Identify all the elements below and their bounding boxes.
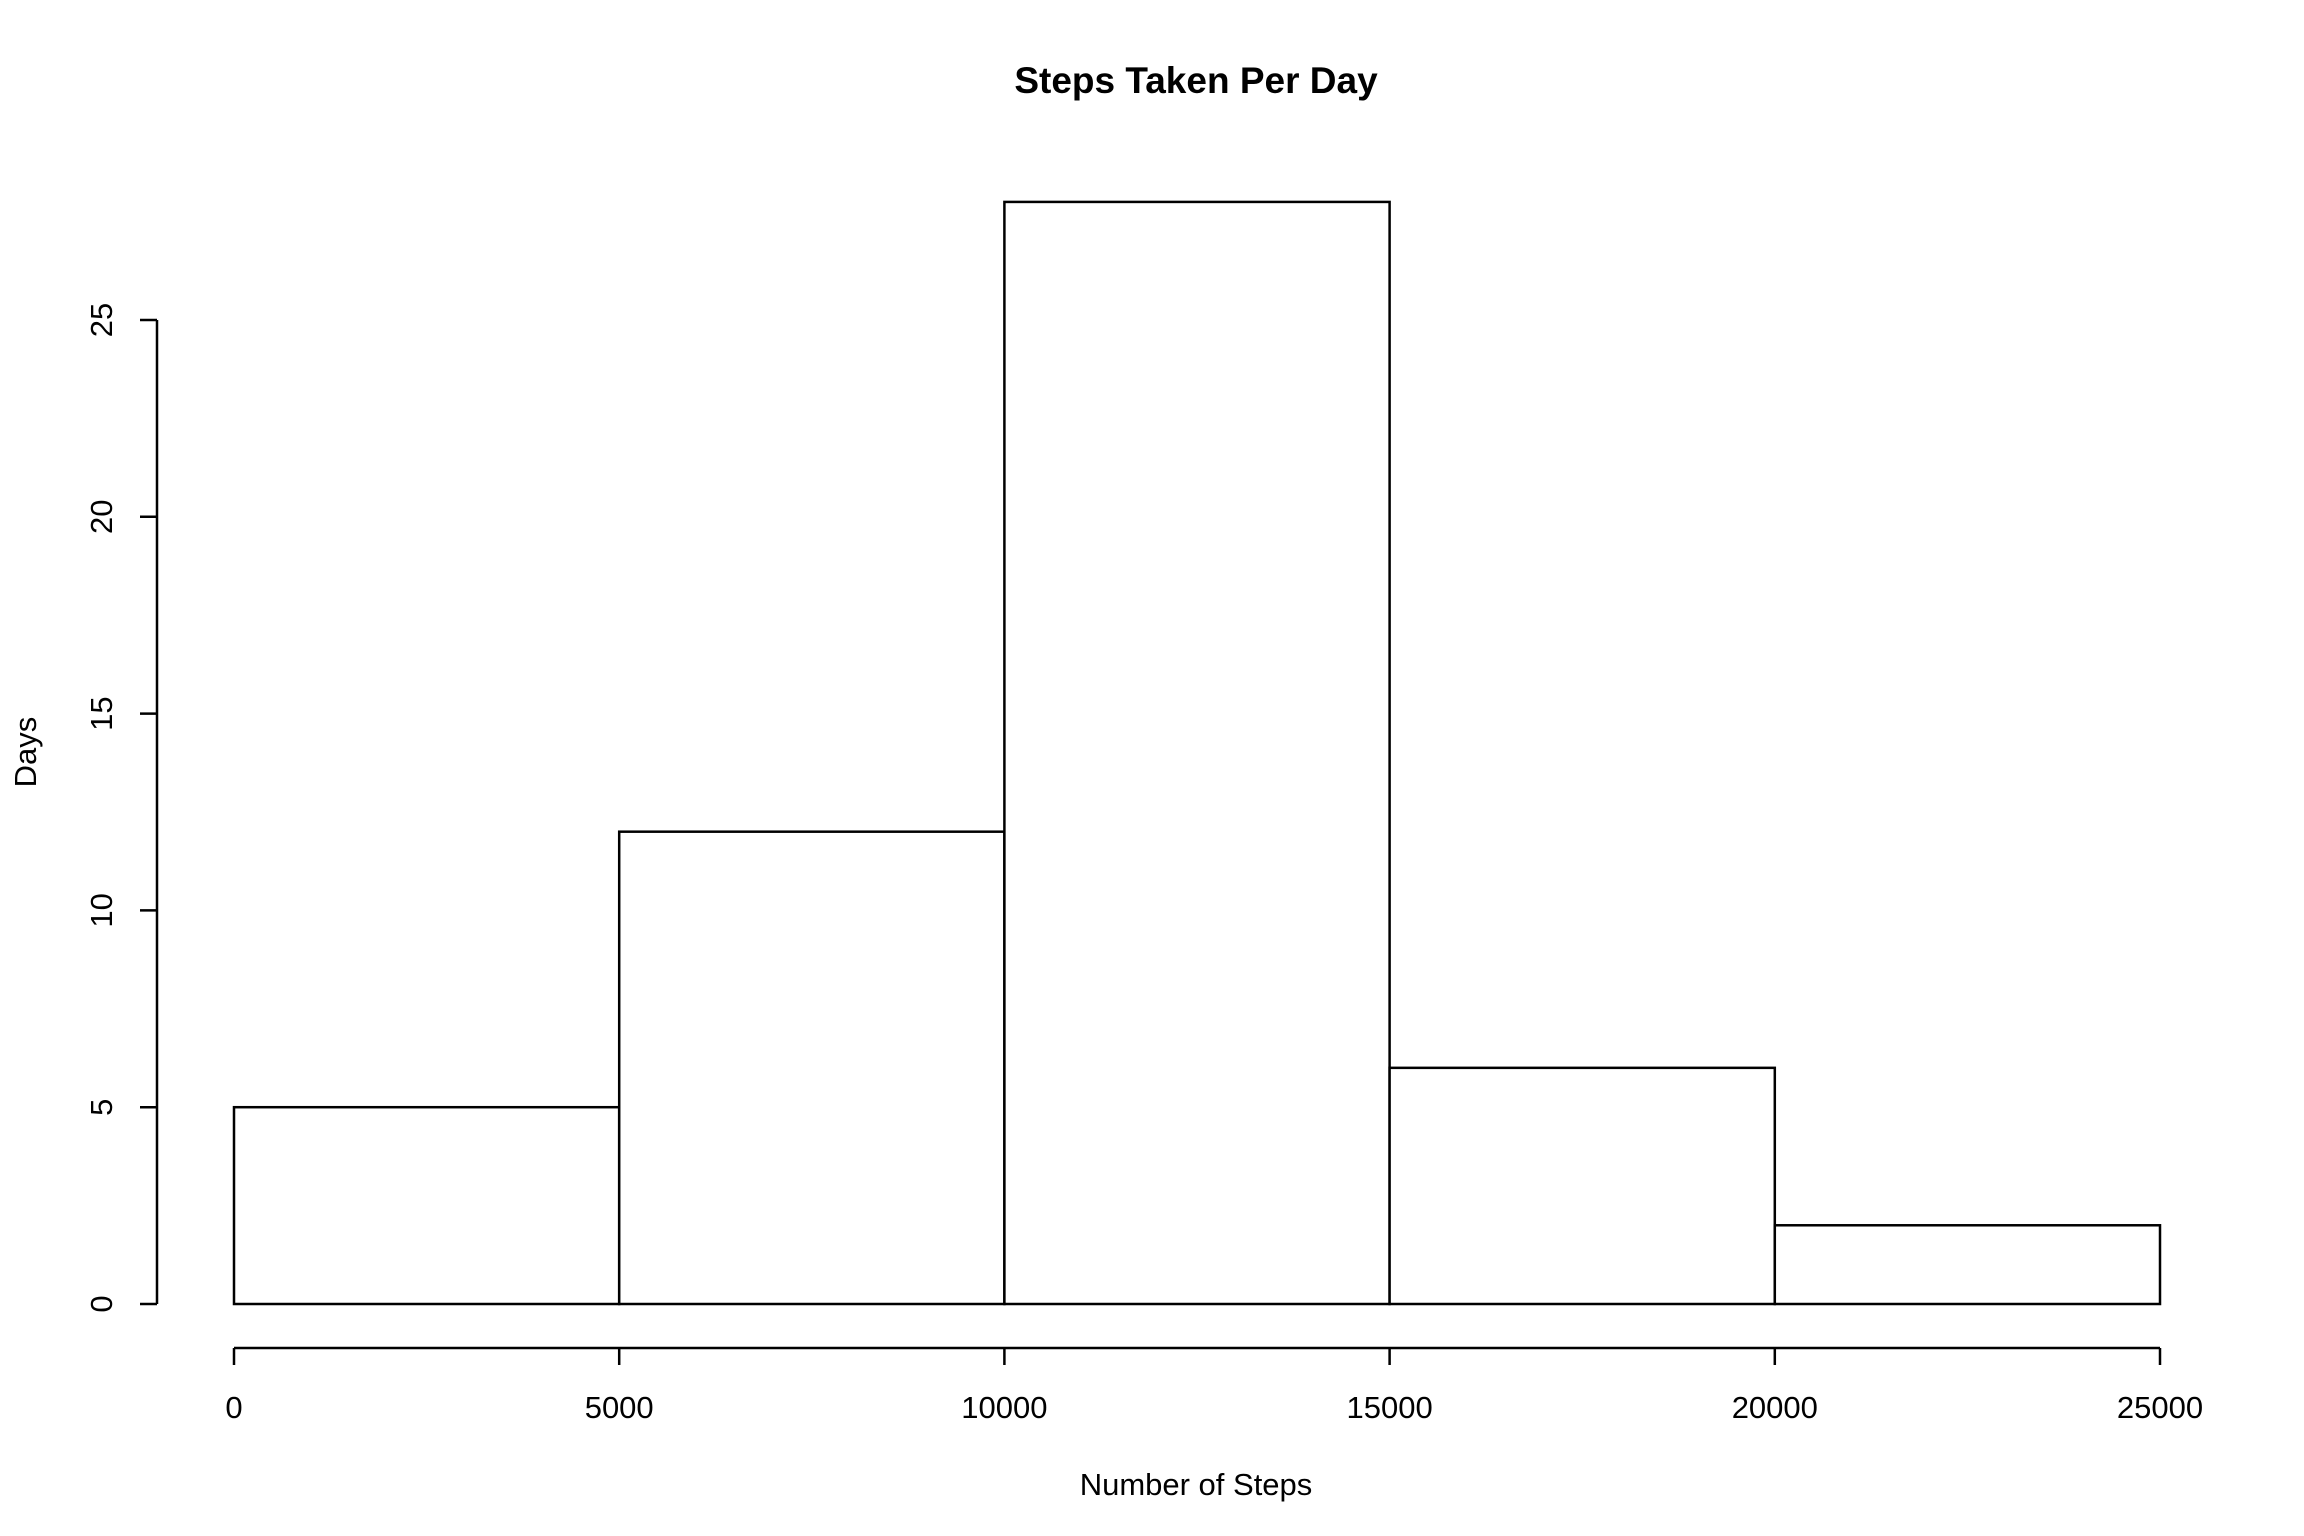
x-tick-label: 15000	[1346, 1390, 1432, 1425]
histogram-bar-1	[232, 1105, 621, 1306]
x-tick-label: 10000	[961, 1390, 1047, 1425]
y-axis: 0 5 10 15 20 25	[84, 303, 159, 1313]
y-tick-label: 25	[84, 303, 119, 337]
y-tick-label: 0	[84, 1295, 119, 1312]
chart-title: Steps Taken Per Day	[1014, 60, 1378, 101]
y-tick-label: 10	[84, 893, 119, 927]
y-tick-label: 5	[84, 1099, 119, 1116]
x-tick-label: 5000	[585, 1390, 654, 1425]
y-tick-label: 15	[84, 696, 119, 730]
histogram-bar-4	[1388, 1066, 1777, 1306]
bars-group	[232, 200, 2162, 1306]
y-tick-label: 20	[84, 500, 119, 534]
x-axis-label: Number of Steps	[1080, 1467, 1313, 1502]
histogram-bar-2	[617, 830, 1006, 1306]
histogram-bar-5	[1773, 1224, 2162, 1306]
histogram-bar-3	[1003, 200, 1391, 1306]
x-axis: 0 5000 10000 15000 20000 25000	[225, 1346, 2203, 1425]
x-tick-label: 20000	[1732, 1390, 1818, 1425]
x-tick-label: 0	[225, 1390, 242, 1425]
y-axis-label: Days	[8, 717, 43, 788]
x-tick-label: 25000	[2117, 1390, 2203, 1425]
